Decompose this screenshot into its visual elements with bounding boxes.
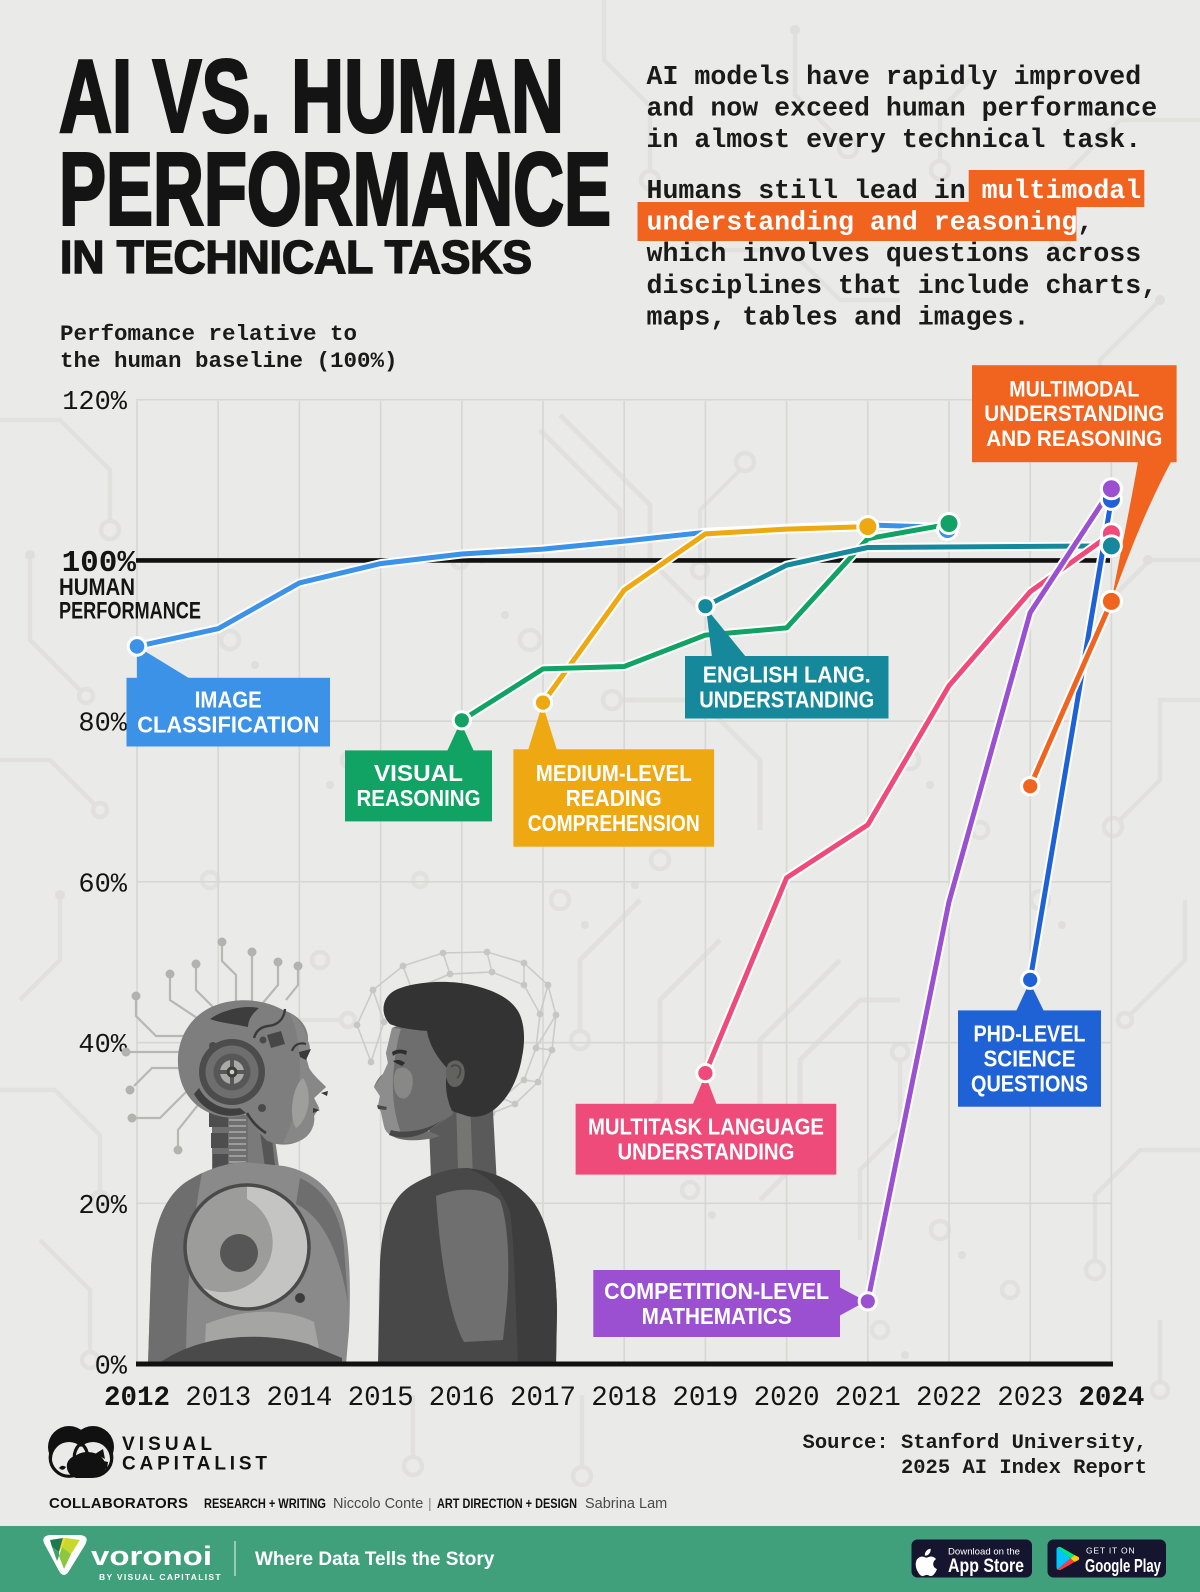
svg-text:ART DIRECTION + DESIGN: ART DIRECTION + DESIGN [437,1496,577,1511]
svg-text:100%: 100% [62,546,137,581]
svg-text:the human baseline (100%): the human baseline (100%) [60,348,398,374]
svg-text:IN TECHNICAL TASKS: IN TECHNICAL TASKS [60,231,532,283]
svg-text:MULTITASK LANGUAGE: MULTITASK LANGUAGE [588,1114,824,1140]
svg-text:maps, tables and images.: maps, tables and images. [647,302,1030,332]
svg-text:2025 AI Index Report: 2025 AI Index Report [901,1457,1147,1480]
svg-text:2024: 2024 [1078,1383,1144,1414]
svg-text:AI models have rapidly improve: AI models have rapidly improved [647,62,1142,92]
svg-text:BY VISUAL CAPITALIST: BY VISUAL CAPITALIST [99,1572,222,1582]
svg-text:MULTIMODAL: MULTIMODAL [1009,376,1139,401]
svg-text:2018: 2018 [591,1383,657,1414]
svg-text:2012: 2012 [104,1383,170,1414]
svg-text:2022: 2022 [916,1383,982,1414]
svg-text:2013: 2013 [185,1383,251,1414]
svg-text:2020: 2020 [754,1383,820,1414]
svg-text:0%: 0% [95,1353,128,1383]
svg-text:READING: READING [566,785,662,811]
svg-text:20%: 20% [78,1192,127,1222]
svg-text:SCIENCE: SCIENCE [984,1045,1076,1071]
svg-text:AND REASONING: AND REASONING [986,426,1162,451]
svg-text:MEDIUM-LEVEL: MEDIUM-LEVEL [536,760,692,786]
svg-text:voronoi: voronoi [91,1541,212,1571]
svg-text:CLASSIFICATION: CLASSIFICATION [137,711,319,737]
svg-text:AI VS. HUMAN: AI VS. HUMAN [59,39,564,154]
svg-text:2016: 2016 [429,1383,495,1414]
svg-text:understanding and reasoning,: understanding and reasoning, [647,208,1094,238]
svg-text:COLLABORATORS: COLLABORATORS [49,1495,188,1512]
svg-text:120%: 120% [62,388,128,418]
svg-text:IMAGE: IMAGE [195,686,262,712]
svg-text:which involves questions acros: which involves questions across [647,239,1142,269]
svg-text:Perfomance relative to: Perfomance relative to [60,321,357,347]
svg-text:2017: 2017 [510,1383,576,1414]
svg-text:in almost every technical task: in almost every technical task. [647,125,1142,155]
svg-text:2015: 2015 [348,1383,414,1414]
svg-text:80%: 80% [78,710,127,740]
svg-text:PERFORMANCE: PERFORMANCE [59,598,201,625]
svg-text:2023: 2023 [997,1383,1063,1414]
svg-text:|: | [428,1495,432,1511]
svg-text:GET IT ON: GET IT ON [1086,1546,1135,1556]
svg-text:Niccolo Conte: Niccolo Conte [333,1496,423,1512]
svg-text:COMPREHENSION: COMPREHENSION [528,810,700,836]
svg-text:UNDERSTANDING: UNDERSTANDING [699,687,874,713]
svg-text:Google Play: Google Play [1085,1555,1162,1576]
svg-text:60%: 60% [78,870,127,900]
svg-text:2021: 2021 [835,1383,901,1414]
svg-text:40%: 40% [78,1031,127,1061]
svg-text:QUESTIONS: QUESTIONS [971,1070,1088,1096]
svg-text:RESEARCH + WRITING: RESEARCH + WRITING [204,1496,326,1511]
svg-text:REASONING: REASONING [357,785,481,811]
svg-text:VISUAL: VISUAL [374,760,463,786]
svg-text:HUMAN: HUMAN [59,574,135,601]
svg-text:PHD-LEVEL: PHD-LEVEL [974,1020,1086,1046]
svg-text:Where Data Tells the Story: Where Data Tells the Story [255,1549,495,1570]
svg-text:Download on the: Download on the [948,1547,1020,1558]
svg-text:ENGLISH LANG.: ENGLISH LANG. [703,662,871,688]
svg-text:2014: 2014 [266,1383,332,1414]
svg-text:disciplines that include chart: disciplines that include charts, [647,271,1158,301]
svg-text:Humans still lead in multimoda: Humans still lead in multimodal [647,176,1142,206]
svg-text:Sabrina Lam: Sabrina Lam [585,1496,667,1512]
svg-text:UNDERSTANDING: UNDERSTANDING [617,1139,794,1165]
svg-text:MATHEMATICS: MATHEMATICS [642,1303,792,1329]
svg-text:COMPETITION-LEVEL: COMPETITION-LEVEL [604,1278,829,1304]
svg-text:2019: 2019 [672,1383,738,1414]
svg-text:UNDERSTANDING: UNDERSTANDING [984,401,1164,426]
svg-text:Source: Stanford University,: Source: Stanford University, [803,1432,1147,1455]
svg-text:App Store: App Store [948,1556,1024,1577]
svg-text:and now exceed human performan: and now exceed human performance [647,94,1158,124]
svg-text:PERFORMANCE: PERFORMANCE [59,132,611,247]
